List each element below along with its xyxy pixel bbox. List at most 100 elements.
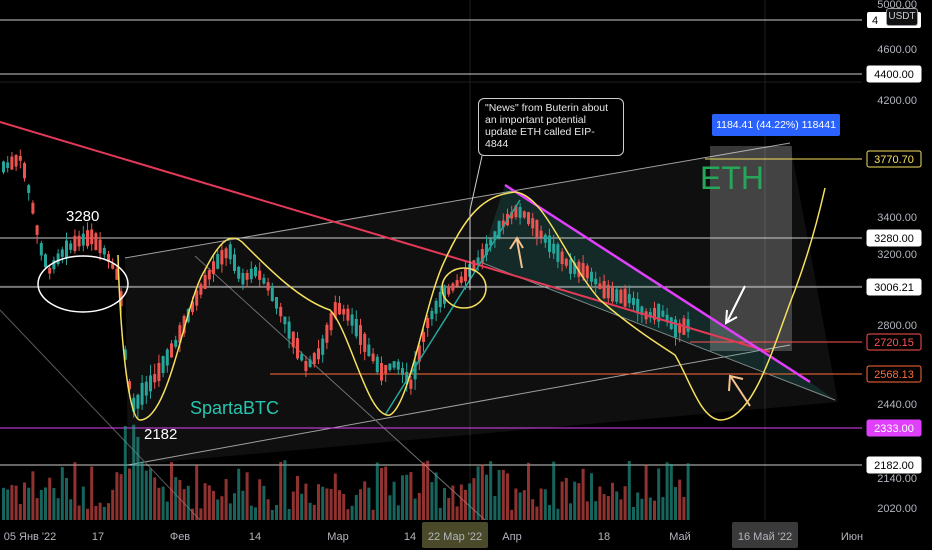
volume-bar — [615, 491, 619, 520]
candle-body — [552, 243, 556, 254]
candle-body — [182, 315, 186, 334]
volume-bar — [23, 482, 26, 520]
time-tick-label: 14 — [404, 531, 416, 543]
candle-body — [447, 287, 451, 295]
volume-bar — [333, 473, 337, 520]
volume-bar — [342, 494, 346, 520]
volume-bar — [371, 509, 375, 520]
volume-bar — [455, 506, 459, 520]
volume-bar — [287, 509, 291, 520]
volume-bar — [304, 483, 308, 520]
volume-bar — [409, 472, 413, 520]
volume-bar — [132, 424, 136, 520]
volume-bar — [228, 503, 232, 520]
volume-bar — [560, 481, 564, 520]
candle-body — [73, 235, 77, 252]
candle-body — [384, 365, 388, 374]
candle-body — [161, 356, 165, 374]
currency-tag[interactable]: USDT — [886, 8, 918, 26]
candle-body — [497, 221, 501, 238]
volume-bar — [266, 499, 270, 520]
volume-bar — [501, 469, 505, 520]
time-tick-label: 22 Мар '22 — [428, 531, 482, 543]
candle-body — [266, 282, 270, 291]
volume-bar — [426, 460, 430, 520]
candle-body — [476, 257, 480, 265]
candle-body — [195, 290, 199, 306]
candle-body — [212, 261, 215, 274]
volume-bar — [657, 468, 661, 520]
candle-body — [258, 270, 262, 280]
candle-body — [31, 202, 35, 214]
candle-body — [233, 254, 236, 271]
volume-bar — [443, 487, 446, 520]
volume-bar — [123, 425, 127, 520]
volume-bar — [149, 468, 152, 520]
volume-bar — [375, 462, 379, 520]
candle-body — [279, 306, 283, 317]
volume-bar — [69, 499, 73, 520]
price-tag-label: 2568.13 — [874, 369, 914, 381]
volume-bar — [543, 489, 547, 520]
price-axis: 5000.00 4600.00 4200.00 3400.00 3200.00 2800.… — [877, 0, 917, 515]
candle-body — [451, 283, 455, 291]
volume-bar — [674, 487, 677, 520]
volume-bar — [107, 503, 110, 520]
candle-body — [48, 267, 52, 274]
volume-bar — [438, 507, 442, 520]
volume-bar — [207, 485, 211, 520]
volume-bar — [480, 464, 484, 520]
volume-bar — [18, 503, 22, 520]
candle-body — [674, 319, 677, 338]
volume-bar — [195, 464, 199, 520]
candle-body — [602, 281, 606, 299]
candle-body — [665, 314, 669, 322]
volume-bar — [384, 466, 388, 520]
candle-body — [170, 343, 173, 358]
candle-body — [560, 251, 564, 265]
descending-wedge-fill — [480, 185, 835, 400]
candle-body — [564, 258, 568, 266]
candle-body — [653, 307, 656, 320]
volume-bar — [325, 488, 329, 520]
volume-bar — [174, 477, 178, 520]
volume-bar — [522, 490, 526, 520]
measure-label: 1184.41 (44.22%) 118441 — [712, 114, 840, 136]
volume-bar — [317, 484, 320, 520]
candle-body — [283, 316, 287, 325]
volume-bar — [270, 509, 274, 520]
candle-body — [472, 260, 476, 272]
candle-body — [132, 397, 136, 412]
volume-bar — [569, 503, 572, 520]
volume-bar — [606, 496, 610, 520]
arrow-peach-up — [509, 236, 524, 269]
price-tag: 3770.70 — [866, 150, 922, 168]
time-tick-label: Июн — [841, 531, 863, 543]
candle-body — [123, 349, 127, 360]
candle-body — [77, 235, 81, 247]
candle-body — [23, 163, 26, 179]
volume-bar — [216, 499, 220, 520]
volume-bar — [678, 479, 682, 520]
candle-body — [300, 353, 304, 361]
candle-body — [606, 284, 610, 299]
candle-body — [577, 261, 581, 277]
volume-bar — [430, 482, 434, 520]
volume-bar — [283, 460, 287, 520]
price-tag-label: 4400.00 — [874, 69, 914, 81]
candle-body — [573, 262, 577, 274]
volume-bar — [31, 471, 35, 520]
candle-body — [52, 260, 56, 270]
candle-body — [65, 240, 68, 259]
candle-body — [308, 359, 312, 368]
candle-body — [464, 268, 467, 282]
time-tick-label: 16 Май '22 — [738, 531, 792, 543]
volume-bar — [581, 468, 585, 520]
candle-body — [157, 362, 161, 382]
price-tag: 2182.00 — [866, 456, 922, 474]
volume-bar — [86, 508, 89, 520]
volume-bar — [249, 505, 253, 520]
candle-body — [531, 218, 535, 229]
volume-bar — [598, 486, 602, 520]
